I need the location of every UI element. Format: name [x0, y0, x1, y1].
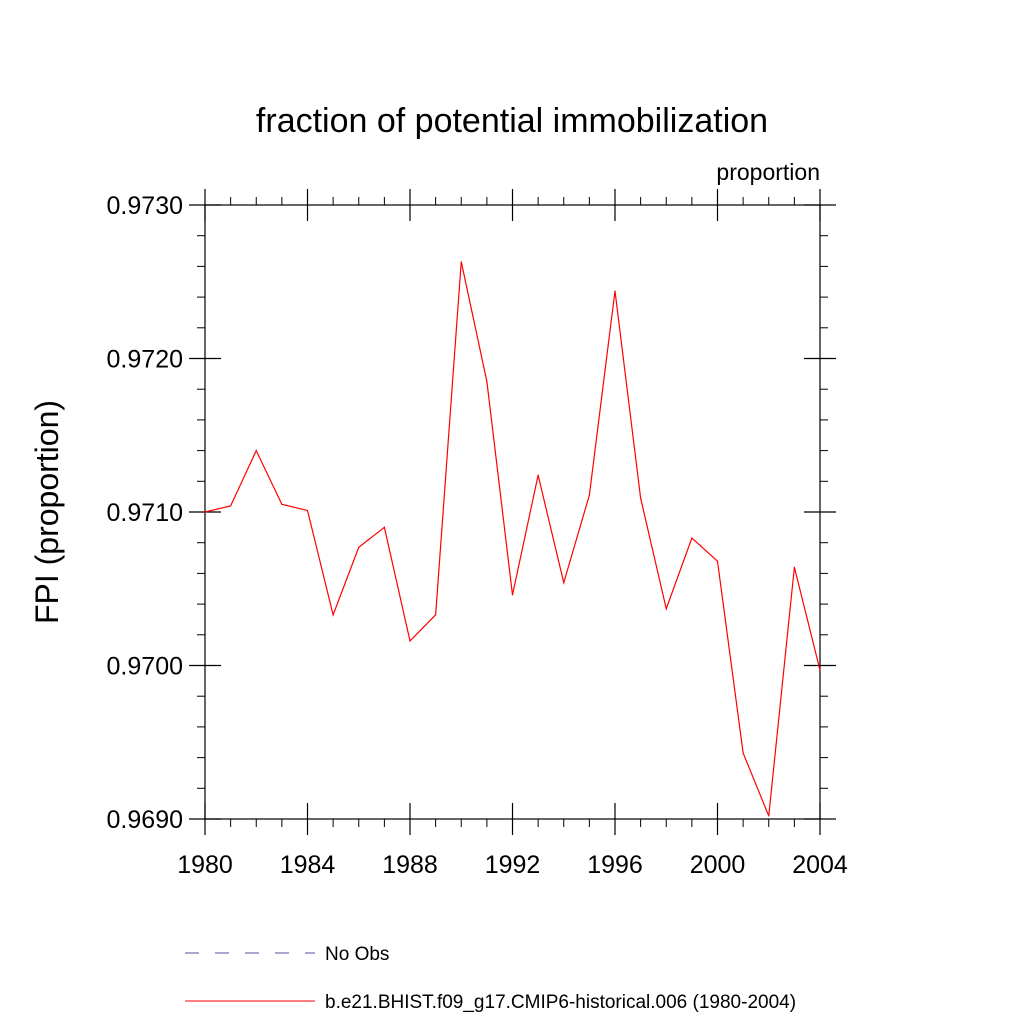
x-tick-label: 1992	[485, 851, 541, 879]
x-tick-label: 1984	[280, 851, 336, 879]
x-tick-label: 2000	[690, 851, 746, 879]
major-ticks	[189, 189, 836, 835]
x-tick-label: 2004	[792, 851, 848, 879]
data-point	[306, 509, 309, 512]
series-line-0	[204, 261, 821, 817]
data-point	[640, 497, 642, 499]
y-tick-labels: 0.9690 0.9700 0.9710 0.9720 0.9730	[107, 192, 183, 834]
data-point	[383, 526, 385, 528]
data-point	[537, 474, 539, 476]
y-tick-label: 0.9700	[107, 653, 183, 681]
y-tick-label: 0.9690	[107, 806, 183, 834]
data-point	[716, 560, 719, 562]
y-tick-label: 0.9730	[107, 192, 183, 220]
data-point	[332, 614, 334, 616]
legend-label-historical: b.e21.BHIST.f09_g17.CMIP6-historical.006…	[325, 992, 796, 1013]
data-point	[358, 546, 360, 548]
data-point	[588, 494, 590, 496]
data-point	[742, 752, 744, 754]
data-point	[281, 503, 283, 505]
y-axis-title: FPI (proportion)	[29, 400, 65, 624]
series-layer	[204, 261, 821, 817]
data-point	[460, 261, 462, 263]
y-tick-label: 0.9720	[107, 346, 183, 374]
data-point	[563, 582, 565, 584]
data-point	[768, 815, 770, 817]
x-tick-label: 1988	[382, 851, 438, 879]
data-point	[511, 594, 514, 596]
data-point	[665, 608, 667, 610]
units-label: proportion	[716, 159, 820, 185]
data-point	[204, 511, 206, 513]
plot-frame	[204, 204, 821, 820]
data-point	[486, 380, 488, 383]
legend: No Obs b.e21.BHIST.f09_g17.CMIP6-histori…	[185, 944, 796, 1013]
minor-ticks	[197, 197, 828, 827]
data-point	[691, 537, 693, 539]
x-tick-labels: 1980 1984 1988 1992 1996 2000 2004	[177, 851, 848, 879]
data-point	[793, 566, 795, 568]
data-point	[409, 640, 411, 642]
data-point	[614, 290, 616, 292]
x-tick-label: 1996	[587, 851, 643, 879]
x-tick-label: 1980	[177, 851, 233, 879]
data-point	[230, 505, 232, 507]
data-point	[255, 450, 257, 452]
chart-title: fraction of potential immobilization	[256, 102, 768, 140]
y-tick-label: 0.9710	[107, 499, 183, 527]
data-point	[435, 614, 437, 616]
legend-label-no-obs: No Obs	[325, 944, 389, 965]
data-point	[819, 669, 821, 671]
